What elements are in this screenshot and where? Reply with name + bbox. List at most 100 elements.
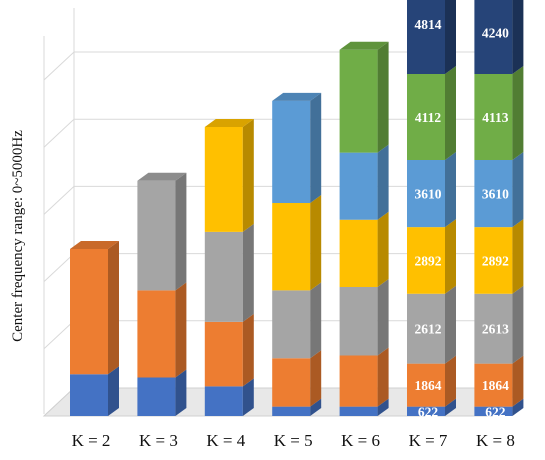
bar-segment — [474, 219, 524, 294]
bar-segment-front — [137, 180, 176, 291]
bar-segment-front — [204, 127, 243, 232]
bar-segment-side — [445, 65, 456, 160]
segment-value-label: 3610 — [415, 187, 442, 202]
bar-segment-front — [474, 293, 513, 364]
bar-segment-front — [204, 231, 243, 322]
bar-segment-front — [407, 227, 445, 294]
segment-value-label: 4113 — [482, 110, 509, 125]
bar-segment-side — [175, 369, 187, 416]
bar-segment — [204, 223, 254, 322]
bar-segment — [272, 92, 322, 203]
category-label: K = 3 — [139, 431, 178, 450]
bar-segment-side — [445, 151, 456, 228]
bar-segment — [407, 285, 456, 364]
bar-segment-front — [204, 321, 243, 387]
bar-segment-top — [204, 119, 254, 128]
bar-segment-front — [474, 73, 513, 160]
bar-segment-side — [377, 278, 389, 356]
bar-segment-side — [445, 219, 456, 294]
bar-segment-front — [137, 290, 176, 378]
bar-segment — [70, 366, 119, 416]
segment-value-label: 3610 — [482, 187, 509, 202]
bar-segment-side — [377, 398, 389, 416]
bar-segment-side — [242, 313, 254, 387]
segment-value-label: 2612 — [415, 322, 442, 337]
bar-segment-side — [512, 398, 524, 416]
bar-segment-side — [512, 0, 524, 74]
segment-value-label: 622 — [485, 404, 506, 419]
bar-segment — [474, 355, 524, 407]
bar-segment-side — [445, 0, 456, 74]
bar-segment-front — [339, 406, 378, 416]
bars — [70, 0, 524, 416]
bar-segment-front — [70, 248, 108, 375]
segment-value-label: 4240 — [482, 26, 509, 41]
bar-segment — [407, 65, 456, 160]
bar-segment — [272, 350, 322, 407]
bar-segment — [272, 282, 322, 359]
bar-segment-top — [272, 92, 322, 101]
bar-segment — [339, 278, 389, 356]
segment-value-label: 4112 — [415, 110, 442, 125]
bar-segment-front — [272, 202, 311, 291]
bar-segment-side — [175, 282, 187, 378]
bar-segment — [137, 172, 187, 291]
bar-segment — [339, 211, 389, 287]
bar-segment-front — [272, 100, 311, 203]
bar-segment-side — [512, 219, 524, 294]
bar-segment — [407, 0, 456, 74]
bar-segment — [339, 144, 389, 220]
bar-segment-front — [407, 73, 445, 160]
bar-segment-side — [512, 355, 524, 407]
bar-segment-side — [377, 41, 389, 153]
bar-segment-side — [445, 398, 456, 416]
segment-value-label: 4814 — [415, 17, 442, 32]
bar-segment-front — [474, 406, 513, 416]
bar-segment-side — [310, 282, 322, 359]
bar-segment-side — [310, 92, 322, 203]
bar-segment-front — [137, 377, 176, 416]
bar-segment-top — [70, 240, 119, 249]
bar-segment-side — [512, 65, 524, 160]
bar-segment-side — [445, 355, 456, 407]
bar-segment-side — [242, 223, 254, 322]
bar-segment — [407, 355, 456, 407]
category-label: K = 6 — [341, 431, 380, 450]
bar-segment-front — [407, 406, 445, 416]
bar-segment-side — [310, 398, 322, 416]
bar-segment-side — [445, 285, 456, 364]
data-labels: 622 1864 2612 2892 3610 4112 4814 622 1864 2613 28… — [415, 17, 510, 419]
bar-segment-side — [310, 194, 322, 291]
segment-value-label: 1864 — [482, 378, 509, 393]
bar-segment — [137, 282, 187, 378]
bar-segment — [339, 398, 389, 416]
segment-value-label: 2613 — [482, 322, 509, 337]
bar-segment-front — [474, 363, 513, 407]
bar-segment-side — [310, 350, 322, 407]
bar-segment-front — [474, 0, 513, 74]
bar-segment — [474, 285, 524, 364]
bar-segment — [474, 398, 524, 416]
bar-segment-front — [272, 406, 311, 416]
bar-segment-side — [512, 151, 524, 228]
segment-value-label: 2892 — [415, 253, 442, 268]
bar-segment-front — [407, 293, 445, 364]
bar-segment — [407, 151, 456, 228]
bar-segment — [204, 119, 254, 232]
bar-segment-front — [272, 290, 311, 359]
bar-segment — [137, 369, 187, 416]
category-label: K = 8 — [476, 431, 515, 450]
chart-walls — [43, 8, 75, 414]
bar-segment-front — [407, 0, 445, 74]
bar-segment — [272, 194, 322, 291]
bar-segment — [474, 0, 524, 74]
category-label: K = 5 — [274, 431, 313, 450]
segment-value-label: 2892 — [482, 253, 509, 268]
bar-segment-front — [272, 358, 311, 407]
bar-segment-front — [407, 159, 445, 228]
bar-segment-side — [108, 366, 119, 416]
category-labels: K = 2 K = 3 K = 4 K = 5 K = 6 K = 7 K = 8 — [72, 431, 515, 450]
y-axis-label: Center frequency range: 0~5000Hz — [10, 130, 26, 342]
bar-segment-side — [242, 378, 254, 416]
bar-segment-top — [339, 41, 389, 50]
